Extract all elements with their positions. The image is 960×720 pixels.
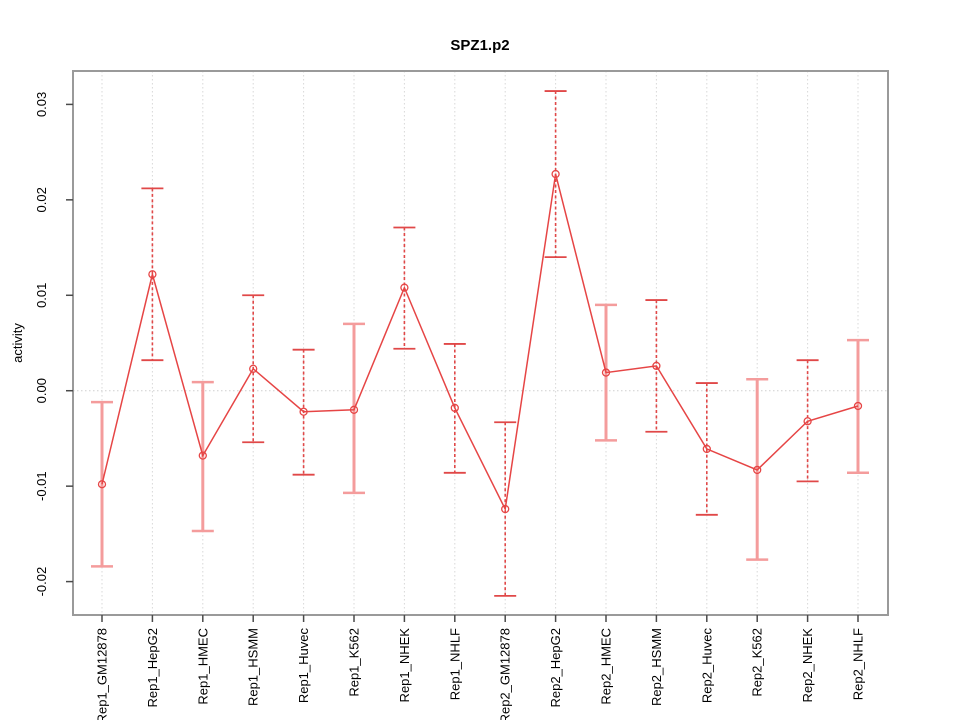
x-tick-label: Rep1_NHEK — [397, 628, 412, 703]
x-tick-label: Rep2_K562 — [750, 628, 765, 697]
x-tick-label: Rep1_GM12878 — [95, 628, 110, 720]
data-point — [803, 417, 812, 426]
data-point — [450, 403, 459, 413]
x-tick-label: Rep2_HMEC — [599, 628, 614, 705]
y-tick-label: 0.02 — [34, 187, 49, 212]
x-tick-label: Rep2_NHEK — [800, 628, 815, 703]
data-point — [501, 504, 510, 514]
x-tick-label: Rep2_HepG2 — [548, 628, 563, 708]
plot-region: -0.02 -0.01 0.00 0.01 0.02 0.03 Rep1_GM12878 Re… — [34, 70, 889, 720]
x-tick-label: Rep2_NHLF — [851, 628, 866, 700]
data-point — [148, 270, 157, 279]
data-point — [249, 364, 258, 373]
y-tick-label: 0.03 — [34, 92, 49, 117]
x-tick-label: Rep1_HSMM — [246, 628, 261, 706]
data-point — [97, 480, 107, 489]
y-tick-label: 0.00 — [34, 378, 49, 403]
data-point — [652, 361, 661, 371]
x-tick-label: Rep2_GM12878 — [498, 628, 513, 720]
x-tick-label: Rep2_HSMM — [649, 628, 664, 706]
y-axis-title: activity — [10, 323, 25, 363]
data-point — [702, 444, 711, 454]
x-tick-label: Rep1_NHLF — [447, 628, 462, 700]
data-point — [601, 368, 611, 377]
data-point — [198, 451, 207, 460]
data-point — [299, 407, 308, 416]
x-tick-label: Rep1_HepG2 — [145, 628, 160, 708]
data-point — [753, 465, 762, 475]
y-tick-label: -0.02 — [34, 567, 49, 597]
x-tick-label: Rep2_Huvec — [699, 628, 714, 704]
data-point — [551, 169, 560, 179]
y-tick-label: -0.01 — [34, 471, 49, 501]
data-point — [349, 405, 359, 414]
data-point — [400, 283, 409, 292]
plot-box — [72, 70, 889, 616]
chart-title: SPZ1.p2 — [450, 37, 509, 54]
x-tick-label: Rep1_K562 — [347, 628, 362, 697]
y-tick-label: 0.01 — [34, 283, 49, 308]
series-line — [101, 173, 859, 512]
data-point — [853, 401, 863, 411]
x-tick-label: Rep1_HMEC — [195, 628, 210, 705]
x-tick-label: Rep1_Huvec — [296, 628, 311, 704]
